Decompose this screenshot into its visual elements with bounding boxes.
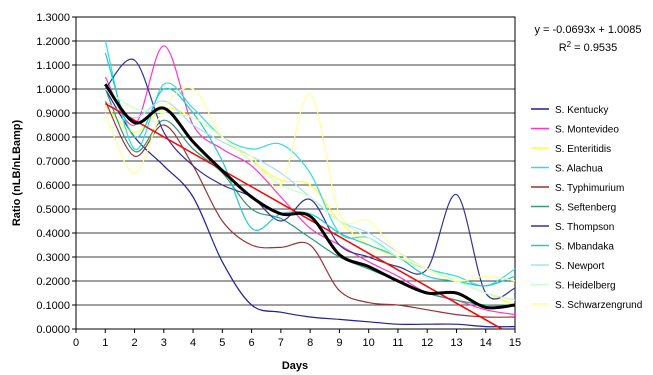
x-tick-label: 9 <box>336 337 342 349</box>
legend-item-s-thompson: S. Thompson <box>555 222 614 233</box>
series-line-s-typhimurium <box>104 100 516 318</box>
y-tick-labels: 0.0000 0.1000 0.2000 0.3000 0.4000 0.5000 0.60… <box>36 12 70 336</box>
x-axis-title: Days <box>282 360 308 372</box>
x-tick-label: 8 <box>307 337 313 349</box>
plot-area <box>75 16 516 330</box>
x-tick-labels: 0 1 2 3 4 5 6 7 8 9 10 11 12 13 14 15 <box>73 337 521 349</box>
y-tick-label: 0.0000 <box>36 324 70 336</box>
x-tick-label: 7 <box>278 337 284 349</box>
x-tick-label: 3 <box>161 337 167 349</box>
series-line-s-alachua <box>104 40 516 287</box>
trendline-equation: y = -0.0693x + 1.0085 <box>534 24 641 36</box>
series-line-s-schwarzengrund <box>104 87 516 282</box>
y-tick-label: 0.6000 <box>36 180 70 192</box>
x-tick-label: 14 <box>480 337 492 349</box>
x-tick-label: 10 <box>363 337 375 349</box>
series-lines <box>104 40 516 330</box>
x-tick-label: 15 <box>509 337 521 349</box>
y-tick-label: 0.2000 <box>36 276 70 288</box>
x-tick-label: 5 <box>219 337 225 349</box>
legend-item-s-seftenberg: S. Seftenberg <box>555 203 616 214</box>
x-tick-label: 11 <box>392 337 403 349</box>
legend-item-s-newport: S. Newport <box>555 261 605 272</box>
legend-item-s-heidelberg: S. Heidelberg <box>555 281 616 292</box>
y-tick-label: 0.1000 <box>36 300 70 312</box>
legend-item-s-alachua: S. Alachua <box>555 164 603 175</box>
trendline <box>104 102 503 330</box>
x-tick-label: 2 <box>131 337 137 349</box>
legend-item-s-schwarzengrund: S. Schwarzengrund <box>555 300 642 311</box>
x-tick-label: 1 <box>102 337 108 349</box>
x-tick-label: 12 <box>421 337 433 349</box>
y-axis-title: Ratio (nLB/nLBamp) <box>11 120 23 227</box>
axis-ticks <box>72 16 516 333</box>
x-tick-label: 6 <box>249 337 255 349</box>
average-line <box>104 83 516 310</box>
y-tick-label: 0.4000 <box>36 228 70 240</box>
legend-item-s-montevideo: S. Montevideo <box>555 125 619 136</box>
y-tick-label: 0.5000 <box>36 204 70 216</box>
legend-item-s-typhimurium: S. Typhimurium <box>555 183 624 194</box>
x-tick-label: 13 <box>450 337 462 349</box>
y-tick-label: 0.7000 <box>36 156 70 168</box>
legend: S. Kentucky S. Montevideo S. Enteritidis S.… <box>531 105 642 311</box>
y-tick-label: 1.3000 <box>36 12 70 24</box>
series-line-s-montevideo <box>104 45 516 316</box>
y-tick-label: 1.2000 <box>36 36 70 48</box>
series-line-s-newport <box>104 100 516 301</box>
x-tick-label: 4 <box>190 337 196 349</box>
series-line-s-thompson <box>104 58 516 300</box>
legend-item-s-kentucky: S. Kentucky <box>555 105 608 116</box>
series-line-s-kentucky <box>104 88 516 328</box>
gridlines <box>76 16 515 330</box>
y-tick-label: 1.1000 <box>36 60 70 72</box>
y-tick-label: 0.8000 <box>36 132 70 144</box>
r-squared-label: R2 = 0.9535 <box>559 40 618 54</box>
legend-item-s-enteritidis: S. Enteritidis <box>555 144 611 155</box>
y-tick-label: 1.0000 <box>36 84 70 96</box>
y-tick-label: 0.9000 <box>36 108 70 120</box>
y-tick-label: 0.3000 <box>36 252 70 264</box>
x-tick-label: 0 <box>73 337 79 349</box>
legend-item-s-mbandaka: S. Mbandaka <box>555 242 614 253</box>
